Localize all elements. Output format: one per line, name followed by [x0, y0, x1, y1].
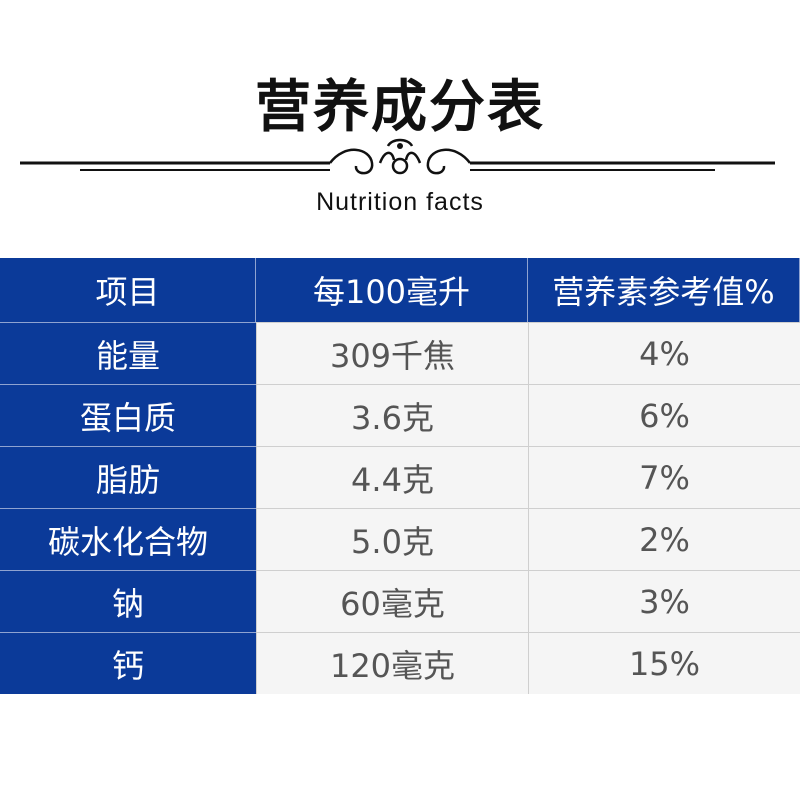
row-per-100ml: 60毫克	[256, 570, 528, 632]
header-nrv: 营养素参考值%	[528, 258, 800, 322]
row-item: 钙	[0, 632, 256, 694]
row-nrv: 6%	[528, 384, 800, 446]
row-item: 脂肪	[0, 446, 256, 508]
row-nrv: 4%	[528, 322, 800, 384]
header-per-100ml: 每100毫升	[256, 258, 528, 322]
ornament-divider-icon	[20, 138, 775, 175]
header-item: 项目	[0, 258, 256, 322]
row-nrv: 7%	[528, 446, 800, 508]
row-item: 钠	[0, 570, 256, 632]
row-item: 能量	[0, 322, 256, 384]
row-per-100ml: 4.4克	[256, 446, 528, 508]
row-per-100ml: 3.6克	[256, 384, 528, 446]
row-nrv: 3%	[528, 570, 800, 632]
row-item: 碳水化合物	[0, 508, 256, 570]
row-item: 蛋白质	[0, 384, 256, 446]
page-title: 营养成分表	[255, 75, 545, 140]
row-nrv: 2%	[528, 508, 800, 570]
nutrition-table: 项目 每100毫升 营养素参考值% 能量 309千焦 4% 蛋白质 3.6克 6…	[0, 258, 800, 694]
row-per-100ml: 5.0克	[256, 508, 528, 570]
row-per-100ml: 309千焦	[256, 322, 528, 384]
row-nrv: 15%	[528, 632, 800, 694]
subtitle: Nutrition facts	[316, 188, 484, 216]
row-per-100ml: 120毫克	[256, 632, 528, 694]
